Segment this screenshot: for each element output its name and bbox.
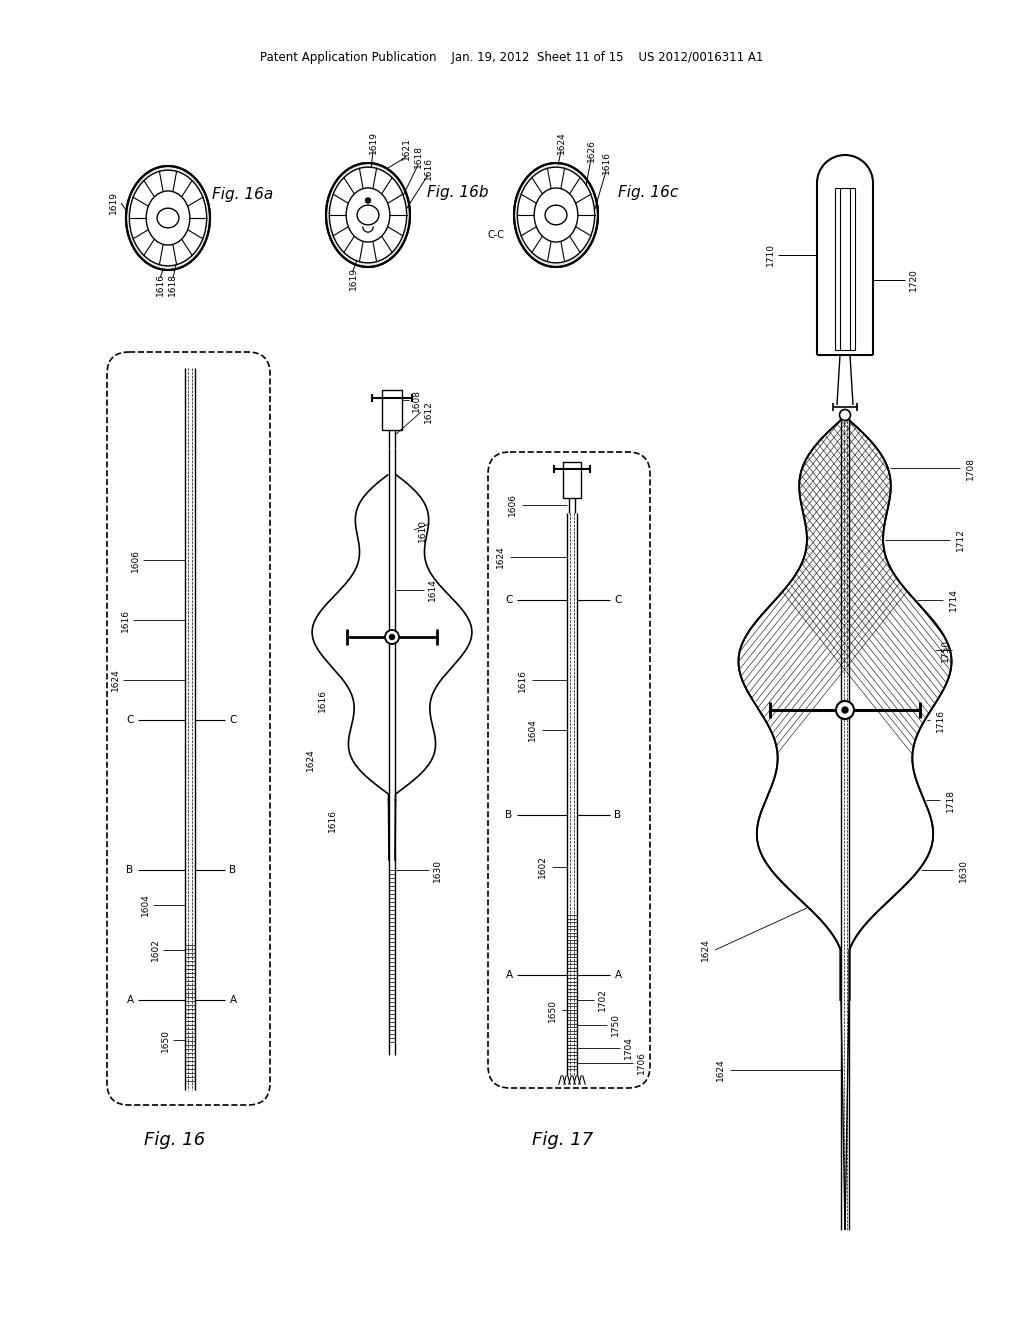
Text: B: B <box>126 865 133 875</box>
Text: 1619: 1619 <box>109 191 118 214</box>
Text: 1616: 1616 <box>328 808 337 832</box>
Text: 1750: 1750 <box>610 1014 620 1036</box>
Ellipse shape <box>357 205 379 224</box>
Text: 1624: 1624 <box>111 669 120 692</box>
Bar <box>382 389 402 430</box>
Text: A: A <box>229 995 237 1005</box>
Text: C: C <box>614 595 622 605</box>
Text: 1608: 1608 <box>412 388 421 412</box>
Text: 1616: 1616 <box>601 152 610 174</box>
Text: 1604: 1604 <box>140 894 150 916</box>
Ellipse shape <box>157 209 179 228</box>
Text: 1610: 1610 <box>418 519 427 541</box>
Text: B: B <box>614 810 622 820</box>
Text: 1650: 1650 <box>548 998 556 1022</box>
Text: 1712: 1712 <box>955 528 965 552</box>
Text: 1602: 1602 <box>151 939 160 961</box>
Text: 1702: 1702 <box>597 989 606 1011</box>
Text: Fig. 16: Fig. 16 <box>144 1131 206 1148</box>
Circle shape <box>840 409 851 421</box>
Text: 1616: 1616 <box>517 668 526 692</box>
Ellipse shape <box>346 187 390 242</box>
Text: Fig. 17: Fig. 17 <box>532 1131 594 1148</box>
Text: 1704: 1704 <box>624 1036 633 1060</box>
Text: 1606: 1606 <box>508 494 516 516</box>
Text: 1624: 1624 <box>700 939 710 961</box>
Text: 1630: 1630 <box>958 858 968 882</box>
Ellipse shape <box>514 162 598 267</box>
Text: Patent Application Publication    Jan. 19, 2012  Sheet 11 of 15    US 2012/00163: Patent Application Publication Jan. 19, … <box>260 51 764 65</box>
Text: 1621: 1621 <box>401 137 411 161</box>
Text: 1714: 1714 <box>948 589 957 611</box>
Text: C: C <box>229 715 237 725</box>
Text: 1616: 1616 <box>317 689 327 711</box>
Text: 1750: 1750 <box>940 639 949 661</box>
Text: 1626: 1626 <box>587 140 596 162</box>
Text: 1616: 1616 <box>424 157 432 180</box>
Text: 1619: 1619 <box>369 132 378 154</box>
Ellipse shape <box>330 168 407 263</box>
Text: 1618: 1618 <box>414 145 423 169</box>
Text: 1616: 1616 <box>121 609 129 631</box>
Ellipse shape <box>326 162 410 267</box>
Text: 1624: 1624 <box>716 1059 725 1081</box>
Text: B: B <box>506 810 513 820</box>
Text: 1720: 1720 <box>908 268 918 292</box>
Text: 1710: 1710 <box>766 243 774 267</box>
Text: Fig. 16b: Fig. 16b <box>427 186 488 201</box>
Text: 1624: 1624 <box>305 748 314 771</box>
Circle shape <box>836 701 854 719</box>
Text: B: B <box>229 865 237 875</box>
Circle shape <box>389 635 394 639</box>
Circle shape <box>385 630 399 644</box>
Text: C: C <box>505 595 513 605</box>
Text: 1650: 1650 <box>161 1028 170 1052</box>
Text: 1619: 1619 <box>348 268 357 290</box>
Ellipse shape <box>146 191 189 246</box>
Bar <box>563 462 581 498</box>
Text: 1616: 1616 <box>156 273 165 297</box>
Text: Fig. 16c: Fig. 16c <box>617 186 678 201</box>
Text: A: A <box>126 995 133 1005</box>
Text: C-C: C-C <box>487 230 505 240</box>
Text: 1604: 1604 <box>527 718 537 742</box>
Text: C: C <box>126 715 134 725</box>
Circle shape <box>842 708 848 713</box>
Text: 1708: 1708 <box>966 457 975 479</box>
Ellipse shape <box>129 170 207 265</box>
Text: 1602: 1602 <box>538 855 547 878</box>
Circle shape <box>366 198 371 203</box>
Ellipse shape <box>517 168 595 263</box>
Text: 1624: 1624 <box>556 132 565 154</box>
Text: A: A <box>506 970 513 979</box>
Text: 1630: 1630 <box>432 858 441 882</box>
Ellipse shape <box>126 166 210 271</box>
Text: 1618: 1618 <box>168 273 176 297</box>
Text: 1718: 1718 <box>945 788 954 812</box>
Text: 1614: 1614 <box>427 578 436 602</box>
Text: 1624: 1624 <box>496 545 505 569</box>
Text: 1606: 1606 <box>130 549 139 572</box>
Ellipse shape <box>545 205 567 224</box>
Text: 1612: 1612 <box>424 400 432 424</box>
Text: 1706: 1706 <box>637 1052 645 1074</box>
Text: A: A <box>614 970 622 979</box>
Ellipse shape <box>535 187 578 242</box>
Text: 1716: 1716 <box>936 709 944 731</box>
Text: Fig. 16a: Fig. 16a <box>212 187 273 202</box>
